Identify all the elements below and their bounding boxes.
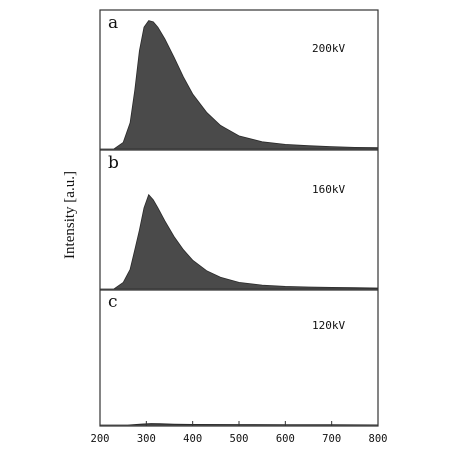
x-tick-label-700: 700 [322,433,341,445]
voltage-label-200kv: 200kV [312,42,345,55]
x-tick-label-500: 500 [230,433,249,445]
panel-letter-c: c [108,292,118,312]
spectra-layer [100,20,379,426]
voltage-label-160kv: 160kV [312,183,345,196]
x-tick-label-600: 600 [276,433,295,445]
voltage-label-120kv: 120kV [312,319,345,332]
panel-letter-b: b [108,153,119,173]
spectrum-area-b [100,193,379,290]
x-tick-label-400: 400 [183,433,202,445]
x-tick-label-300: 300 [137,433,156,445]
spectrum-area-a [100,20,379,150]
y-axis-label: Intensity [a.u.] [62,171,78,259]
x-tick-label-200: 200 [91,433,110,445]
x-axis-ticks: 200 300 400 500 600 700 800 [91,421,388,445]
panel-letter-a: a [108,13,118,33]
x-tick-label-800: 800 [369,433,388,445]
